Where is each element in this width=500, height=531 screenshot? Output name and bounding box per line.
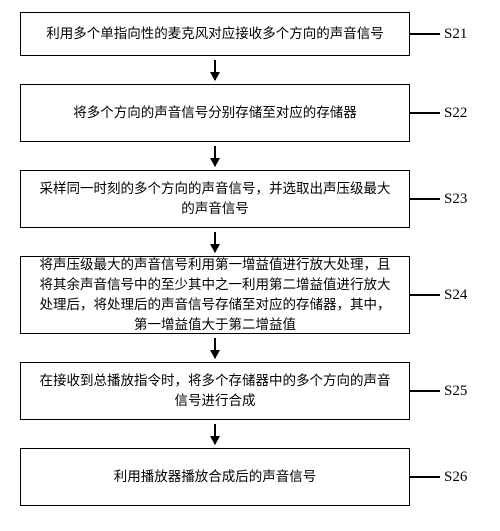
label-connector [410, 390, 440, 392]
label-connector [410, 476, 440, 478]
flow-step-s26: 利用播放器播放合成后的声音信号 S26 [20, 448, 480, 506]
step-text: 将声压级最大的声音信号利用第一增益值进行放大处理，且将其余声音信号中的至少其中之… [39, 255, 391, 336]
arrow-connector [20, 142, 410, 170]
label-connector [410, 294, 440, 296]
step-label: S24 [444, 287, 467, 304]
step-text: 利用播放器播放合成后的声音信号 [114, 467, 317, 487]
label-connector [410, 33, 440, 35]
step-label: S23 [444, 191, 467, 208]
label-connector [410, 198, 440, 200]
flowchart-container: 利用多个单指向性的麦克风对应接收多个方向的声音信号 S21 将多个方向的声音信号… [20, 12, 480, 506]
step-box: 在接收到总播放指令时，将多个存储器中的多个方向的声音信号进行合成 [20, 362, 410, 420]
step-text: 将多个方向的声音信号分别存储至对应的存储器 [73, 103, 357, 123]
step-label: S25 [444, 383, 467, 400]
step-label: S21 [444, 26, 467, 43]
label-connector [410, 112, 440, 114]
step-box: 将多个方向的声音信号分别存储至对应的存储器 [20, 84, 410, 142]
flow-step-s21: 利用多个单指向性的麦克风对应接收多个方向的声音信号 S21 [20, 12, 480, 56]
step-label: S26 [444, 469, 467, 486]
arrow-connector [20, 228, 410, 256]
flow-step-s22: 将多个方向的声音信号分别存储至对应的存储器 S22 [20, 84, 480, 142]
flow-step-s23: 采样同一时刻的多个方向的声音信号，并选取出声压级最大的声音信号 S23 [20, 170, 480, 228]
arrow-down-icon [214, 424, 216, 444]
arrow-down-icon [214, 60, 216, 80]
step-label: S22 [444, 105, 467, 122]
step-text: 在接收到总播放指令时，将多个存储器中的多个方向的声音信号进行合成 [39, 371, 391, 412]
flow-step-s25: 在接收到总播放指令时，将多个存储器中的多个方向的声音信号进行合成 S25 [20, 362, 480, 420]
step-text: 采样同一时刻的多个方向的声音信号，并选取出声压级最大的声音信号 [39, 179, 391, 220]
arrow-down-icon [214, 232, 216, 252]
arrow-connector [20, 56, 410, 84]
arrow-down-icon [214, 146, 216, 166]
arrow-connector [20, 334, 410, 362]
arrow-down-icon [214, 338, 216, 358]
step-box: 利用多个单指向性的麦克风对应接收多个方向的声音信号 [20, 12, 410, 56]
arrow-connector [20, 420, 410, 448]
step-box: 将声压级最大的声音信号利用第一增益值进行放大处理，且将其余声音信号中的至少其中之… [20, 256, 410, 334]
flow-step-s24: 将声压级最大的声音信号利用第一增益值进行放大处理，且将其余声音信号中的至少其中之… [20, 256, 480, 334]
step-text: 利用多个单指向性的麦克风对应接收多个方向的声音信号 [46, 24, 384, 44]
step-box: 采样同一时刻的多个方向的声音信号，并选取出声压级最大的声音信号 [20, 170, 410, 228]
step-box: 利用播放器播放合成后的声音信号 [20, 448, 410, 506]
